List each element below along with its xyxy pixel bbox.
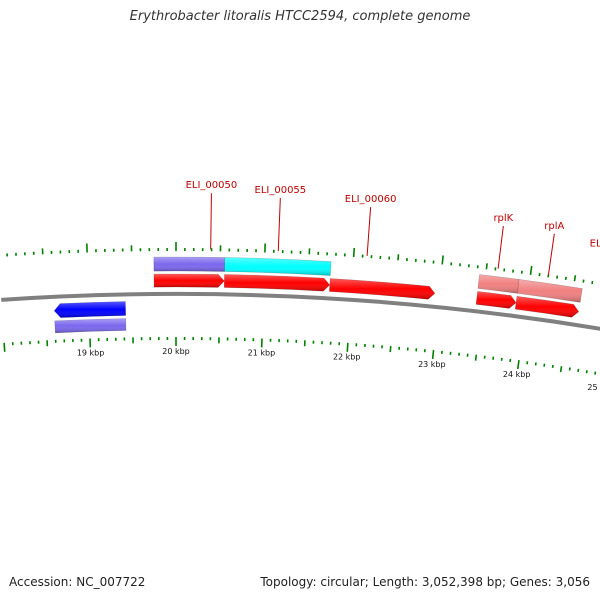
scale-labels: 19 kbp 20 kbp 21 kbp 22 kbp 23 kbp 24 kbp 25 k… <box>77 347 600 392</box>
accession-text: Accession: NC_007722 <box>9 575 146 589</box>
tick-mark <box>594 371 597 375</box>
scale-label: 19 kbp <box>77 348 105 357</box>
gene-label[interactable]: ELI_00075 <box>590 238 600 249</box>
feature-shading <box>224 257 332 276</box>
scale-label: 20 kbp <box>162 347 190 356</box>
gene-label-leader <box>547 233 555 276</box>
tick-mark <box>3 342 6 352</box>
gene-label-leader <box>497 225 504 269</box>
gene-label-leader <box>210 193 212 250</box>
feature-shading <box>515 296 579 318</box>
feature-shading <box>517 279 583 303</box>
gene-label[interactable]: ELI_00055 <box>255 185 307 196</box>
tick-mark <box>559 366 563 373</box>
tick-mark <box>529 265 533 275</box>
scale-label: 22 kbp <box>333 353 361 362</box>
tick-mark <box>389 345 392 353</box>
feature-shading <box>54 318 126 333</box>
gene-label-leader <box>277 198 281 251</box>
gene-label[interactable]: rplA <box>544 221 564 232</box>
gene-label[interactable]: rplK <box>493 213 513 224</box>
feature-shading <box>224 274 330 292</box>
tick-mark <box>573 275 577 282</box>
tick-mark <box>431 349 435 360</box>
feature-shading <box>153 273 225 288</box>
feature-shading <box>476 291 517 309</box>
gene-label[interactable]: ELI_00050 <box>186 180 238 191</box>
genome-backbone <box>1 292 600 331</box>
feature-shading <box>329 278 435 300</box>
tick-mark <box>474 354 478 361</box>
gene-label[interactable]: ELI_00060 <box>345 194 397 205</box>
inner-tick-marks <box>3 337 597 375</box>
tick-mark <box>397 254 400 261</box>
tick-mark <box>346 342 349 352</box>
tick-mark <box>441 255 444 265</box>
map-title: Erythrobacter litoralis HTCC2594, comple… <box>129 9 471 24</box>
feature-shading <box>54 301 126 318</box>
feature-shading <box>153 256 225 272</box>
gene-labels: ELI_00050 ELI_00055 ELI_00060 rplK rplA ELI_0… <box>186 180 600 276</box>
tick-mark <box>516 359 520 370</box>
feature-tracks <box>53 256 583 334</box>
feature-shading <box>477 274 520 294</box>
scale-label: 23 kbp <box>418 360 446 369</box>
outer-tick-marks <box>6 242 594 285</box>
scale-label: 24 kbp <box>503 370 531 379</box>
tick-mark <box>352 247 356 258</box>
tick-mark <box>485 263 488 270</box>
scale-label: 25 kbp <box>587 383 600 392</box>
gene-label-leader <box>366 207 372 256</box>
scale-label: 21 kbp <box>248 348 276 357</box>
genome-summary-text: Topology: circular; Length: 3,052,398 bp… <box>260 575 590 589</box>
